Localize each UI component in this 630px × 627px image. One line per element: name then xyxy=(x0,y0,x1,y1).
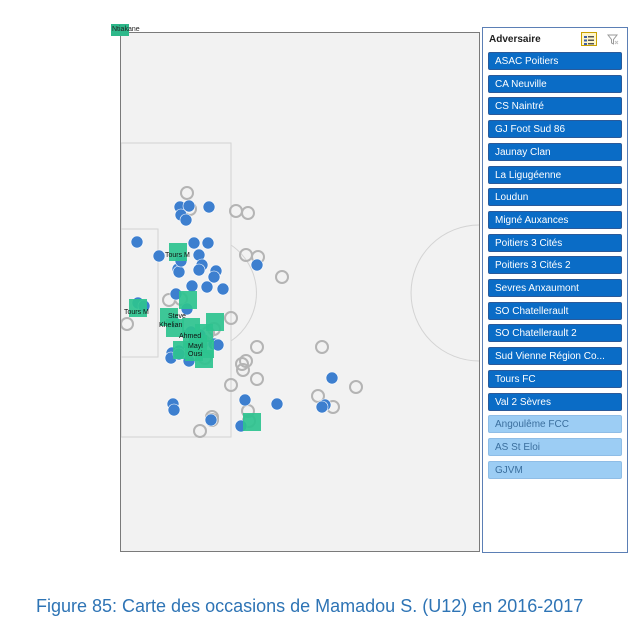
shot-marker xyxy=(201,236,215,250)
slicer-item[interactable]: Poitiers 3 Cités xyxy=(488,233,622,252)
slicer-item[interactable]: Val 2 Sèvres xyxy=(488,392,622,411)
multi-select-icon[interactable] xyxy=(581,32,597,46)
goal-marker xyxy=(179,291,197,309)
shot-marker xyxy=(185,279,199,293)
centre-circle xyxy=(410,224,479,362)
slicer-item[interactable]: GJ Foot Sud 86 xyxy=(488,120,622,139)
shot-marker xyxy=(270,397,284,411)
missed-shot-marker xyxy=(349,380,363,394)
goal-marker xyxy=(129,299,147,317)
goal-tag: Tours M xyxy=(124,309,149,316)
goal-tag: Steve xyxy=(168,313,186,320)
missed-shot-marker xyxy=(229,204,243,218)
goal-area xyxy=(121,228,159,358)
goal-marker xyxy=(166,319,184,337)
slicer-item[interactable]: Sevres Anxaumont xyxy=(488,279,622,297)
goal-tag: Mayl xyxy=(188,343,203,350)
missed-shot-marker xyxy=(224,311,238,325)
slicer-item[interactable]: Poitiers 3 Cités 2 xyxy=(488,256,622,275)
pitch-lines xyxy=(121,142,479,438)
slicer-item[interactable]: La Ligugéenne xyxy=(488,165,622,184)
missed-shot-marker xyxy=(241,206,255,220)
goal-tag: Khelian xyxy=(159,322,183,329)
shot-marker xyxy=(167,403,181,417)
shot-marker xyxy=(238,393,252,407)
shot-marker xyxy=(200,280,214,294)
missed-shot-marker xyxy=(239,354,253,368)
slicer-item[interactable]: Loudun xyxy=(488,188,622,207)
slicer-item[interactable]: CS Naintré xyxy=(488,97,622,116)
opponent-slicer: Adversaire ASAC Poitiers CA Neuville CS Na… xyxy=(482,27,628,553)
shot-marker xyxy=(179,213,193,227)
pitch-map: Tours M Tours M Steve Khelian Ahmed Mayl… xyxy=(120,32,480,552)
penalty-arc xyxy=(230,244,257,342)
slicer-item[interactable]: GJVM xyxy=(488,460,622,479)
shot-marker xyxy=(202,200,216,214)
goal-tag: Tours M xyxy=(165,252,190,259)
missed-shot-marker xyxy=(235,357,249,371)
goal-marker xyxy=(243,413,261,431)
slicer-item[interactable]: Angoulême FCC xyxy=(488,415,622,434)
shot-marker xyxy=(172,265,186,279)
missed-shot-marker xyxy=(121,317,134,331)
missed-shot-marker xyxy=(236,363,250,377)
goal-tag: Ahmed xyxy=(179,333,202,340)
shot-marker xyxy=(207,270,221,284)
missed-shot-marker xyxy=(311,389,325,403)
missed-shot-marker xyxy=(224,378,238,392)
goals-layer xyxy=(129,243,261,431)
goal-marker xyxy=(169,243,187,261)
missed-shot-marker xyxy=(193,424,207,438)
shot-marker xyxy=(315,400,329,414)
slicer-item[interactable]: ASAC Poitiers xyxy=(488,52,622,70)
shot-marker xyxy=(250,258,264,272)
missed-shot-marker xyxy=(250,372,264,386)
slicer-item[interactable]: SO Chatellerault 2 xyxy=(488,324,622,343)
missed-shot-marker xyxy=(315,340,329,354)
shot-marker xyxy=(192,263,206,277)
slicer-item[interactable]: AS St Eloi xyxy=(488,437,622,456)
corner-goal-marker xyxy=(111,24,129,36)
shot-marker xyxy=(130,235,144,249)
corner-tag-label: Ntiakane xyxy=(112,26,140,33)
shot-marker xyxy=(152,249,166,263)
missed-shot-marker xyxy=(275,270,289,284)
shot-marker xyxy=(325,371,339,385)
shot-marker xyxy=(204,413,218,427)
slicer-item[interactable]: Tours FC xyxy=(488,369,622,388)
shot-marker xyxy=(182,199,196,213)
clear-filter-icon[interactable] xyxy=(606,33,619,45)
missed-shot-marker xyxy=(180,186,194,200)
shot-marker xyxy=(216,282,230,296)
slicer-item[interactable]: CA Neuville xyxy=(488,74,622,93)
goal-tag: Ousi xyxy=(188,351,203,358)
penalty-area xyxy=(121,142,232,438)
slicer-item[interactable]: Sud Vienne Région Co... xyxy=(488,347,622,366)
goal-marker xyxy=(173,341,191,359)
slicer-item[interactable]: Jaunay Clan xyxy=(488,142,622,161)
pitch-svg xyxy=(121,142,479,438)
slicer-item[interactable]: Migné Auxances xyxy=(488,210,622,229)
figure-caption: Figure 85: Carte des occasions de Mamado… xyxy=(36,596,584,616)
missed-shot-marker xyxy=(250,340,264,354)
slicer-item[interactable]: SO Chatellerault xyxy=(488,301,622,320)
shot-marker xyxy=(187,236,201,250)
slicer-title: Adversaire xyxy=(489,34,541,45)
